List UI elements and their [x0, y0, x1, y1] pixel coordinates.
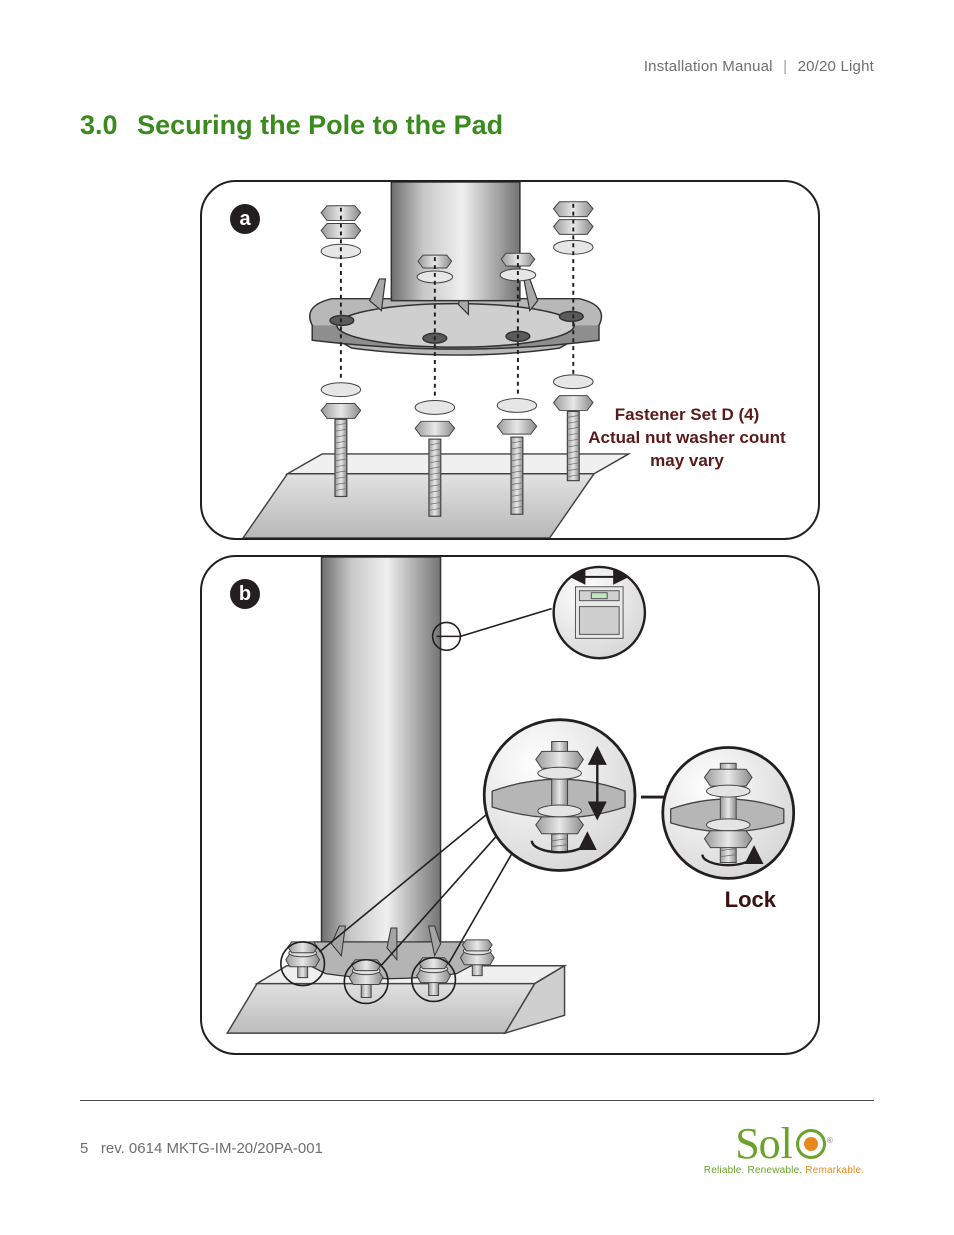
diagram-panel-a: a — [200, 180, 820, 540]
section-title-text: Securing the Pole to the Pad — [137, 110, 503, 140]
logo-letter-l: l — [781, 1118, 793, 1169]
logo-ring-icon — [796, 1129, 826, 1159]
diagram-a-svg — [202, 182, 818, 538]
diagram-b-svg — [202, 557, 818, 1053]
lock-label: Lock — [725, 885, 776, 915]
footer-text: 5 rev. 0614 MKTG-IM-20/20PA-001 — [80, 1140, 323, 1157]
logo-letter-o: o — [759, 1118, 781, 1169]
annot-line3: may vary — [582, 450, 792, 473]
annot-line2: Actual nut washer count — [582, 427, 792, 450]
doc-type: Installation Manual — [644, 58, 773, 75]
fastener-annotation: Fastener Set D (4) Actual nut washer cou… — [582, 404, 792, 473]
footer-rule — [80, 1100, 874, 1101]
logo-row: S o l ® — [694, 1118, 874, 1169]
logo-tagline: Reliable. Renewable. Remarkable. — [694, 1165, 874, 1176]
section-heading: 3.0 Securing the Pole to the Pad — [80, 110, 503, 141]
logo-letter-s: S — [735, 1118, 758, 1169]
tagline-2: Renewable. — [748, 1165, 803, 1176]
tagline-1: Reliable. — [704, 1165, 745, 1176]
footer-page-number: 5 — [80, 1140, 88, 1157]
diagram-panel-b: b — [200, 555, 820, 1055]
header-sep: | — [783, 58, 787, 75]
footer-rev: rev. 0614 MKTG-IM-20/20PA-001 — [101, 1140, 323, 1157]
page-header: Installation Manual | 20/20 Light — [644, 58, 874, 75]
section-number: 3.0 — [80, 110, 118, 140]
brand-logo: S o l ® Reliable. Renewable. Remarkable. — [694, 1118, 874, 1176]
logo-registered-icon: ® — [827, 1136, 833, 1145]
product-name: 20/20 Light — [798, 58, 874, 75]
logo-dot-icon — [804, 1137, 818, 1151]
tagline-3: Remarkable. — [805, 1165, 864, 1176]
annot-line1: Fastener Set D (4) — [582, 404, 792, 427]
